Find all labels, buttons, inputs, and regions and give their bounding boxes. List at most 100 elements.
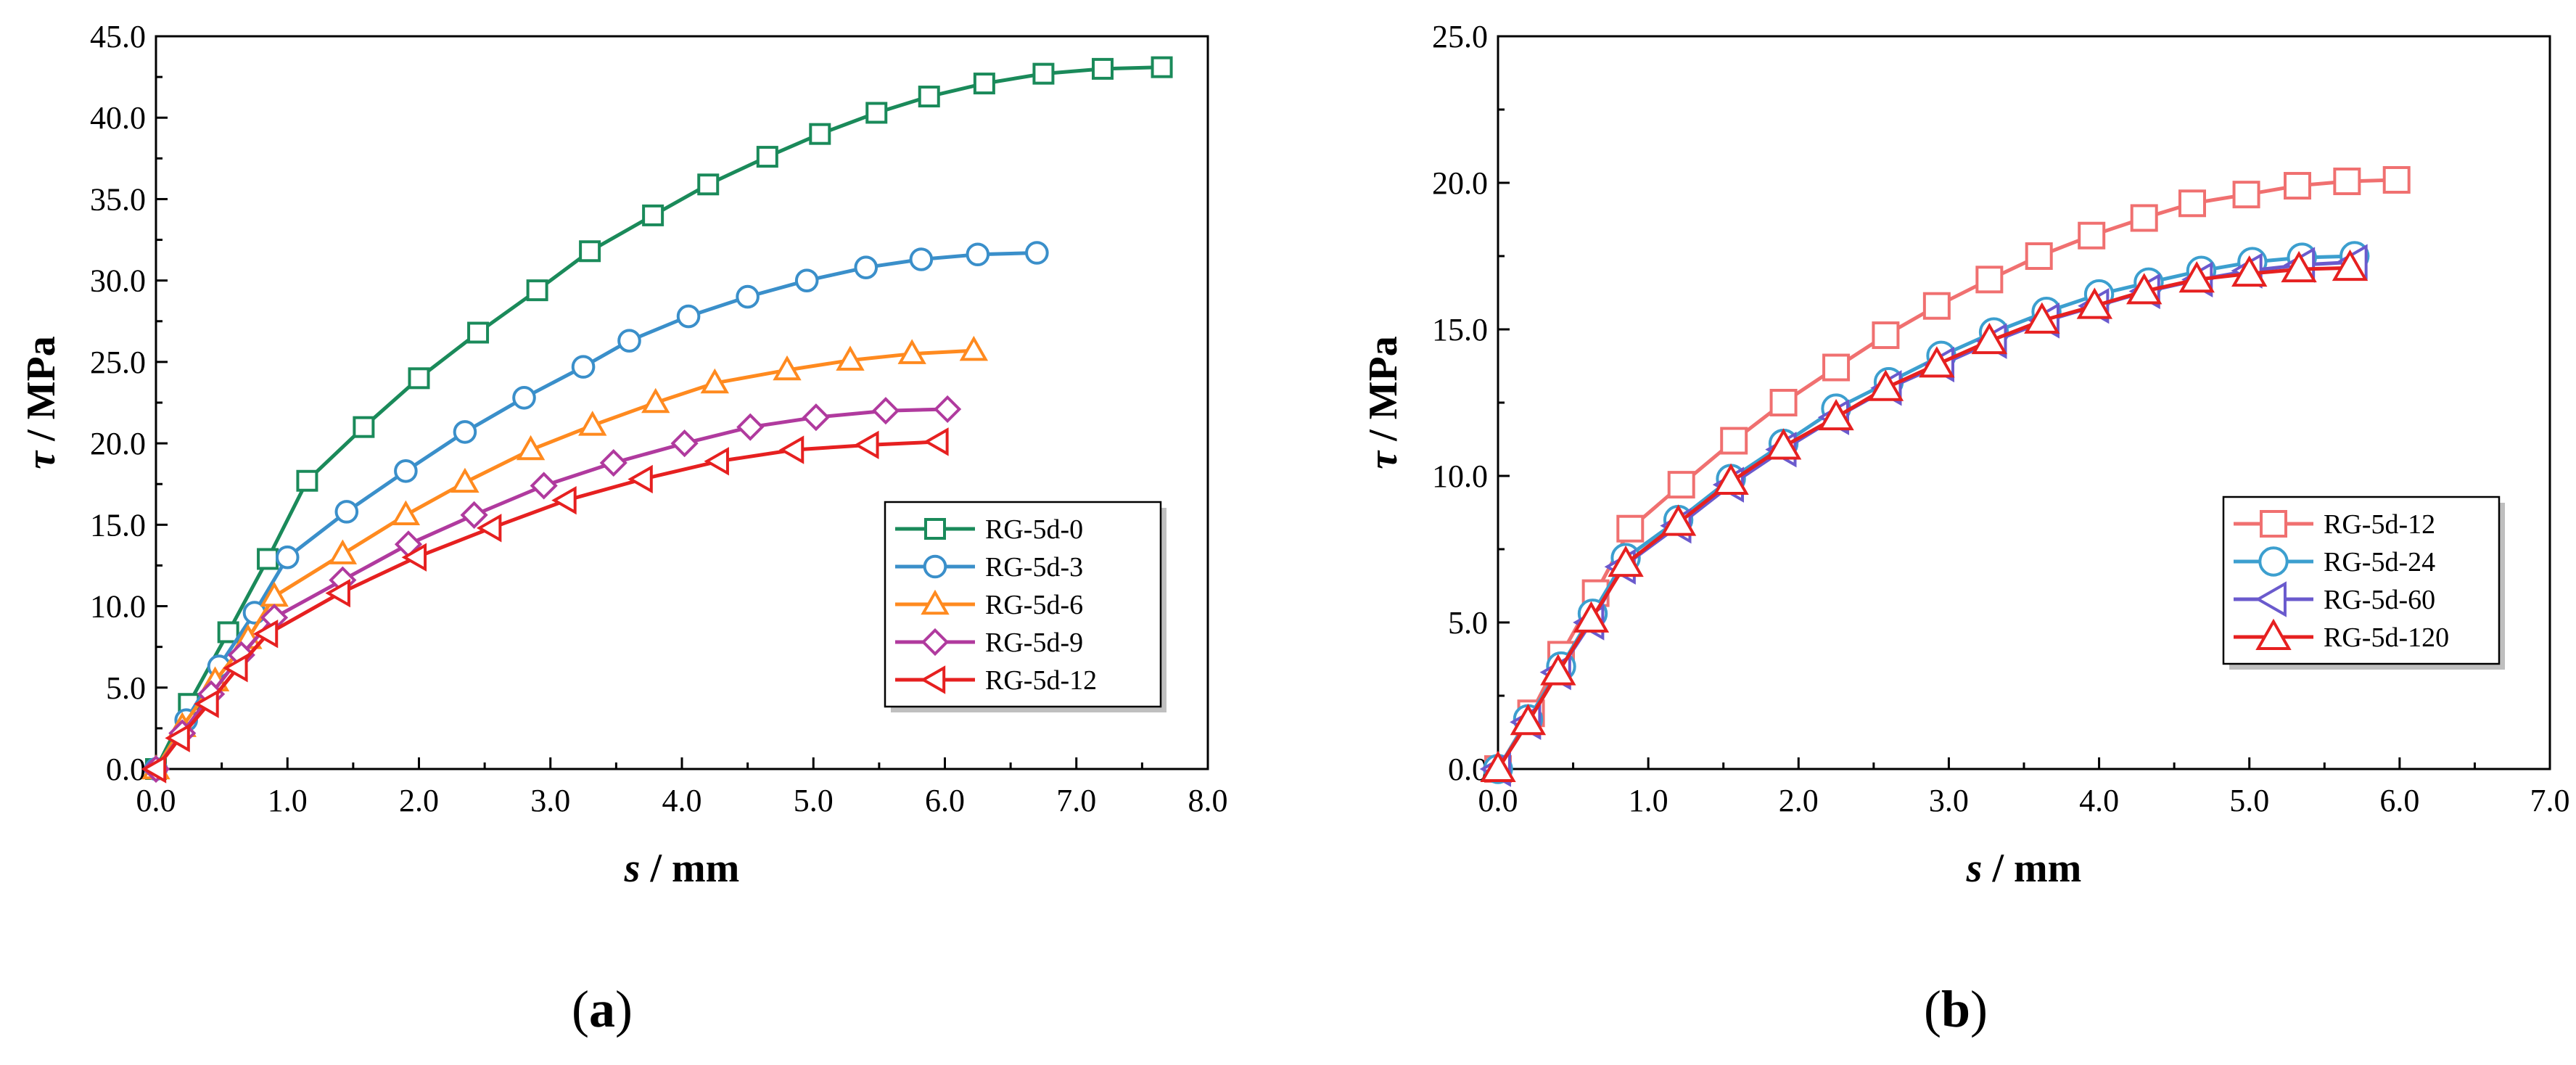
x-tick-label: 1.0 <box>268 783 308 818</box>
data-point <box>1025 241 1049 265</box>
data-point <box>599 448 627 477</box>
data-point <box>794 268 819 292</box>
y-tick-label: 15.0 <box>1432 312 1488 348</box>
data-point <box>2382 165 2411 194</box>
data-point <box>2232 181 2260 209</box>
x-tick-label: 4.0 <box>2079 783 2119 818</box>
data-point <box>641 387 670 414</box>
x-tick-label: 2.0 <box>399 783 439 818</box>
legend-label: RG-5d-60 <box>2324 585 2435 615</box>
x-tick-label: 6.0 <box>925 783 965 818</box>
data-point <box>2231 255 2268 287</box>
data-point <box>670 429 699 458</box>
chart-b: 0.0 1.0 2.0 3.0 4.0 5.0 6.0 7.00.05.010.015.020… <box>1361 19 2570 1038</box>
data-point <box>1608 545 1644 577</box>
legend-label: RG-5d-6 <box>985 590 1083 620</box>
data-point <box>2333 167 2361 195</box>
x-tick-label: 3.0 <box>1929 783 1969 818</box>
data-point <box>551 485 577 515</box>
data-point <box>516 435 546 461</box>
legend-label: RG-5d-24 <box>2324 547 2435 577</box>
x-axis-label: s / mm <box>624 846 740 891</box>
data-point <box>1769 389 1798 416</box>
data-point <box>353 416 375 438</box>
y-tick-label: 0.0 <box>106 752 146 787</box>
data-point <box>325 578 350 608</box>
data-point <box>2126 273 2163 305</box>
legend-label: RG-5d-9 <box>985 628 1083 658</box>
data-point <box>252 620 279 649</box>
data-point <box>676 304 701 329</box>
series-RG-5d-3 <box>144 241 1049 781</box>
data-point <box>773 355 802 381</box>
y-tick-label: 30.0 <box>90 263 146 299</box>
data-point <box>700 368 730 394</box>
data-point <box>934 395 962 424</box>
legend-marker <box>921 628 950 657</box>
legend: RG-5d-0 RG-5d-3 RG-5d-6 RG-5d-9 RG-5d-12 <box>884 501 1166 712</box>
data-point <box>959 335 989 361</box>
data-point <box>450 467 480 493</box>
data-point <box>973 73 995 95</box>
data-point <box>966 242 990 267</box>
y-axis-label: τ / MPa <box>19 336 64 469</box>
data-point <box>476 514 502 543</box>
data-point <box>736 284 760 309</box>
data-point <box>1872 321 1900 350</box>
legend-marker <box>921 589 950 615</box>
data-point <box>642 204 664 226</box>
data-point <box>627 464 653 494</box>
data-point <box>165 723 190 753</box>
x-tick-label: 0.0 <box>1478 783 1518 818</box>
data-point <box>909 247 934 271</box>
legend: RG-5d-12 RG-5d-24 RG-5d-60 RG-5d-120 <box>2222 496 2505 670</box>
data-point <box>530 472 558 500</box>
data-point <box>1151 56 1173 78</box>
data-point <box>257 548 279 570</box>
y-tick-label: 5.0 <box>106 670 146 706</box>
legend-marker <box>924 518 946 540</box>
data-point <box>334 500 359 524</box>
data-point <box>579 240 601 263</box>
data-point <box>918 86 940 108</box>
data-point <box>223 654 248 683</box>
data-point <box>1765 428 1802 460</box>
data-point <box>2025 242 2053 270</box>
legend-marker <box>923 554 947 579</box>
x-tick-label: 1.0 <box>1629 783 1668 818</box>
y-tick-label: 15.0 <box>90 507 146 543</box>
data-point <box>1922 292 1951 320</box>
y-tick-label: 20.0 <box>90 426 146 461</box>
panel-label: (b) <box>1924 980 1988 1038</box>
data-point <box>704 447 729 476</box>
series-line <box>154 348 974 770</box>
data-point <box>1573 601 1610 633</box>
legend-marker <box>2260 510 2287 538</box>
data-point <box>401 543 427 572</box>
y-tick-label: 25.0 <box>1432 19 1488 54</box>
data-point <box>1867 369 1904 401</box>
x-tick-label: 0.0 <box>136 783 176 818</box>
y-tick-label: 35.0 <box>90 181 146 217</box>
data-point <box>1720 427 1748 455</box>
data-point <box>1510 704 1547 736</box>
data-point <box>1919 346 1955 378</box>
data-point <box>1822 353 1851 382</box>
x-tick-label: 6.0 <box>2379 783 2419 818</box>
data-point <box>1540 654 1576 686</box>
series-RG-5d-120 <box>1480 249 2369 782</box>
data-point <box>865 102 888 124</box>
data-point <box>2076 287 2113 319</box>
legend-marker <box>2255 581 2287 617</box>
legend-label: RG-5d-0 <box>985 514 1083 545</box>
data-point <box>296 469 318 492</box>
data-point <box>697 173 720 196</box>
panel-label: (a) <box>572 980 633 1038</box>
data-point <box>1032 62 1055 85</box>
data-point <box>2130 204 2158 232</box>
data-point <box>217 621 239 643</box>
data-point <box>194 689 219 718</box>
y-tick-label: 5.0 <box>1448 605 1488 641</box>
x-axis-label: s / mm <box>1966 846 2082 891</box>
